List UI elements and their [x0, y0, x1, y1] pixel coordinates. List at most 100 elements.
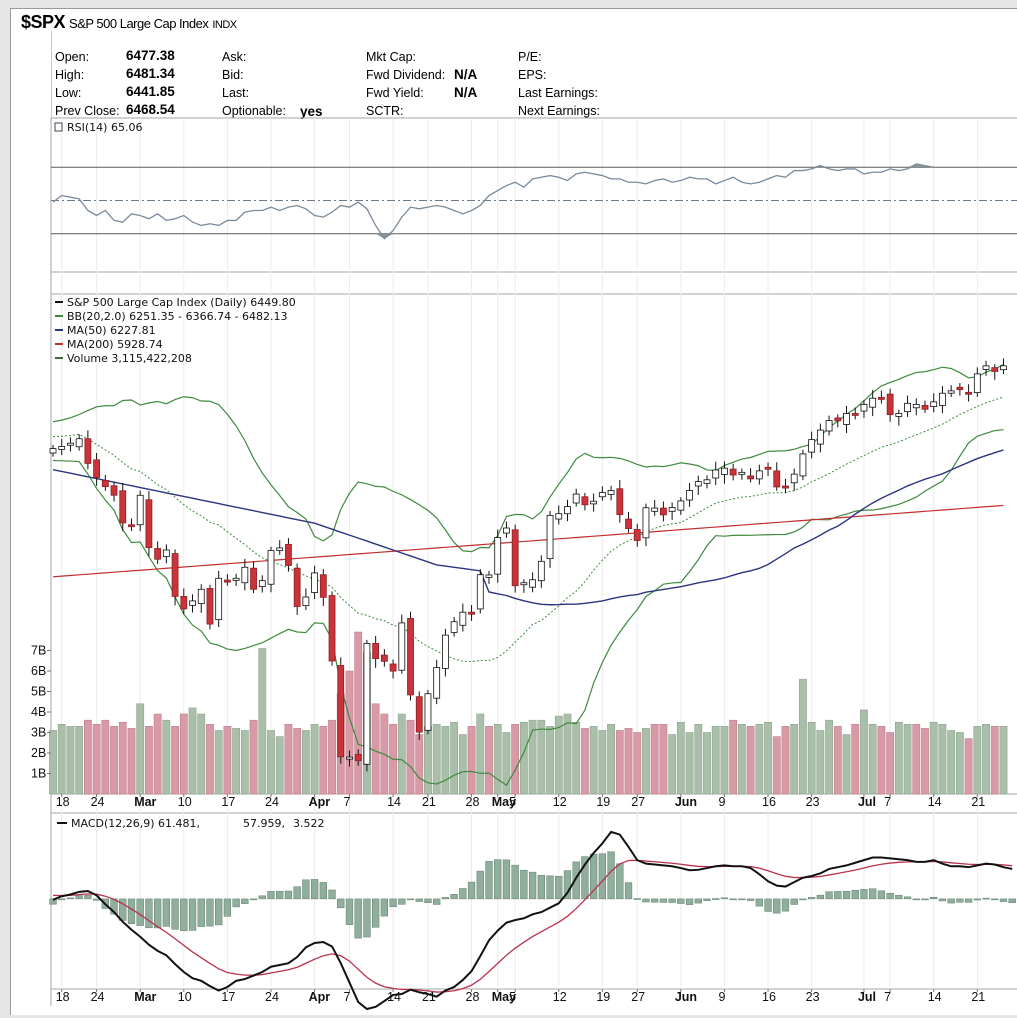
candle-body: [991, 367, 999, 372]
volume-bar: [458, 734, 467, 795]
x-tick-label: 17: [221, 990, 235, 1004]
volume-bar: [502, 732, 511, 795]
candle-body: [93, 459, 100, 479]
candle-body: [790, 473, 798, 484]
macd-histogram-bar: [720, 897, 729, 900]
volume-bar: [825, 719, 833, 795]
candle-body: [581, 496, 589, 506]
volume-bar: [476, 713, 485, 795]
macd-histogram-bar: [982, 897, 990, 900]
x-tick-label: 21: [971, 990, 985, 1004]
index-name: S&P 500 Large Cap Index: [69, 16, 209, 31]
price-legend-entry: MA(50) 6227.81: [67, 324, 156, 337]
x-tick-label: 24: [91, 990, 105, 1004]
fwd-dividend-value: N/A: [454, 67, 478, 82]
candle-body: [337, 665, 345, 758]
volume-bar: [886, 732, 895, 795]
volume-bar: [75, 726, 84, 795]
macd-histogram-bar: [999, 898, 1008, 902]
candle-body: [572, 493, 580, 504]
macd-histogram-bar: [276, 890, 284, 900]
candle-body: [747, 475, 754, 480]
macd-histogram-bar: [799, 898, 807, 901]
x-tick-label: 7: [884, 795, 891, 809]
volume-bar: [694, 723, 703, 795]
bb-middle-line: [52, 396, 1004, 663]
low-value: 6441.85: [126, 84, 175, 99]
volume-bar: [633, 732, 642, 795]
macd-histogram-bar: [75, 895, 83, 900]
volume-bar: [860, 709, 868, 795]
candle-body: [904, 402, 911, 413]
volume-bar: [589, 726, 598, 795]
macd-histogram-bar: [607, 851, 615, 900]
volume-bar: [563, 713, 572, 795]
x-tick-label: Mar: [134, 795, 156, 809]
price-legend-entry: S&P 500 Large Cap Index (Daily) 6449.80: [67, 296, 296, 309]
macd-histogram-bar: [267, 891, 275, 900]
volume-bar: [206, 723, 214, 795]
macd-histogram-bar: [310, 879, 319, 900]
candle-body: [485, 574, 493, 578]
macd-histogram-bar: [781, 898, 790, 912]
legends: RSI(14) 65.06 S&P 500 Large Cap Index (Da…: [54, 121, 325, 830]
ask-label: Ask:: [222, 50, 247, 64]
volume-bar: [990, 726, 999, 795]
candle-body: [869, 397, 877, 408]
price-legend-entry: BB(20,2.0) 6251.35 - 6366.74 - 6482.13: [67, 310, 288, 323]
candle-body: [241, 566, 249, 584]
volume-bar: [668, 734, 677, 795]
macd-histogram-bar: [180, 898, 188, 932]
x-tick-label: 27: [631, 795, 645, 809]
x-tick-label: 10: [178, 795, 192, 809]
volume-tick-label: 3B: [31, 726, 46, 740]
macd-histogram-bar: [912, 898, 920, 901]
x-tick-label: 18: [56, 990, 70, 1004]
candle-body: [677, 500, 685, 511]
candle-body: [171, 553, 179, 597]
ma50-line: [52, 449, 1004, 606]
volume-tick-label: 6B: [31, 664, 46, 678]
volume-bar: [328, 719, 336, 795]
volume-bar: [485, 726, 493, 795]
macd-histogram-bar: [973, 898, 981, 901]
x-tick-label: May: [492, 795, 516, 809]
volume-tick-label: 5B: [31, 685, 46, 699]
macd-histogram-bar: [903, 896, 912, 900]
candle-body: [598, 492, 606, 498]
volume-bar: [964, 738, 973, 795]
open-value: 6477.38: [126, 48, 175, 63]
candle-body: [119, 490, 127, 524]
candle-body: [546, 515, 554, 560]
volume-bar: [598, 730, 607, 795]
macd-panel: [49, 830, 1016, 1011]
candle-body: [276, 547, 284, 552]
volume-bar: [528, 719, 537, 795]
x-tick-label: 23: [806, 795, 820, 809]
volume-bar: [267, 730, 275, 795]
candle-body: [363, 643, 371, 765]
vertical-gridlines: [61, 118, 978, 989]
rsi-line: [52, 163, 934, 240]
macd-histogram-bar: [241, 898, 249, 904]
macd-histogram-bar: [450, 894, 458, 900]
macd-histogram-bar: [964, 898, 973, 903]
macd-histogram-bar: [712, 898, 720, 900]
volume-bar: [607, 723, 615, 795]
candle-body: [808, 439, 816, 453]
macd-histogram-bar: [816, 894, 825, 900]
volume-bar: [912, 723, 921, 795]
macd-histogram-bar: [249, 898, 258, 901]
macd-histogram-bar: [956, 898, 964, 903]
volume-bar: [772, 736, 781, 795]
candle-body: [250, 567, 257, 590]
x-tick-label: 14: [387, 795, 401, 809]
candle-body: [729, 468, 737, 476]
ma200-line: [52, 504, 1004, 578]
volume-bar: [493, 723, 502, 795]
macd-histogram-bar: [773, 898, 781, 914]
macd-histogram-bar: [851, 889, 859, 900]
volume-bar: [572, 721, 581, 795]
x-tick-label: Apr: [309, 795, 331, 809]
candle-body: [302, 596, 310, 607]
